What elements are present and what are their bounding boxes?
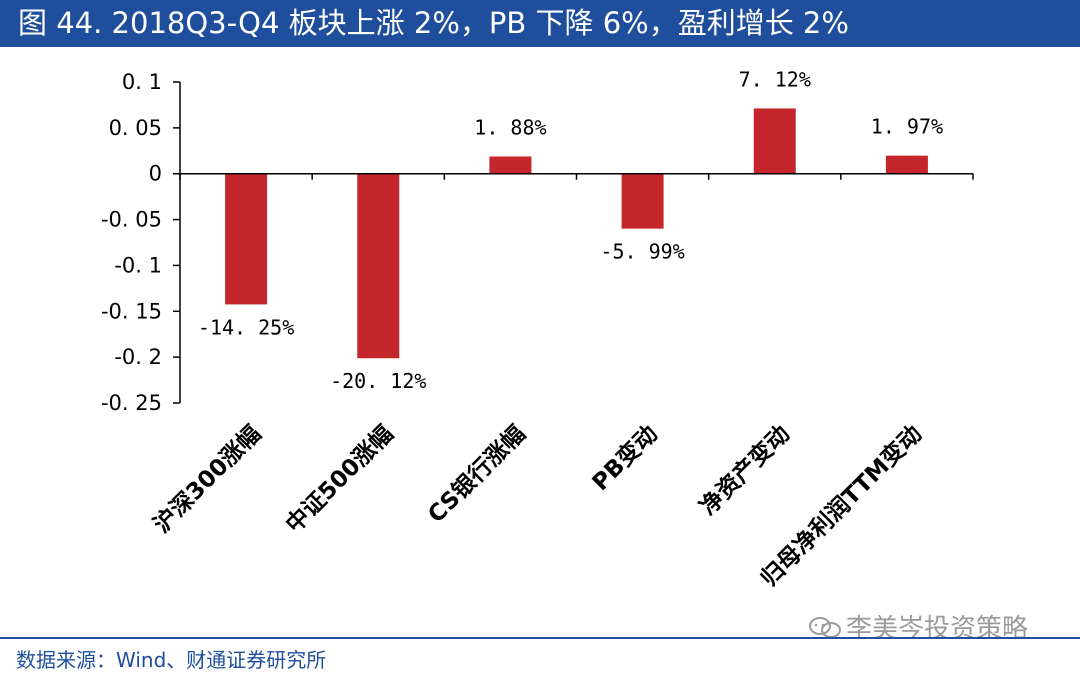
y-tick-label: -0. 2: [114, 345, 162, 369]
wechat-icon: [808, 616, 842, 640]
bar: [753, 108, 796, 174]
category-label: CS银行涨幅: [423, 420, 531, 528]
y-tick-label: 0. 05: [109, 116, 162, 140]
y-tick-label: 0: [149, 162, 162, 186]
category-label: 净资产变动: [695, 420, 795, 520]
bar: [225, 173, 268, 305]
data-label: -14. 25%: [198, 315, 294, 339]
data-label: 1. 88%: [474, 115, 546, 139]
bar: [489, 156, 532, 174]
y-axis: 0. 1 0. 05 0 -0. 05 -0. 1 -0. 15 -0. 2 -0. 25: [101, 70, 181, 415]
data-labels: -14. 25% -20. 12% 1. 88% -5. 99% 7. 12% 1. 97…: [198, 67, 943, 393]
y-tick-label: -0. 1: [114, 253, 162, 277]
watermark-text: 李美岑投资策略: [846, 614, 1029, 644]
bar: [357, 173, 400, 359]
figure-title: 图 44. 2018Q3-Q4 板块上涨 2%，PB 下降 6%，盈利增长 2%: [0, 0, 1080, 47]
y-tick-label: -0. 05: [101, 208, 162, 232]
data-label: -5. 99%: [600, 240, 684, 264]
bar: [621, 173, 664, 229]
category-label: 沪深300涨幅: [148, 420, 266, 538]
y-tick-label: -0. 25: [101, 391, 162, 415]
bar-chart: 0. 1 0. 05 0 -0. 05 -0. 1 -0. 15 -0. 2 -0. 25 -…: [101, 67, 974, 592]
y-tick-label: 0. 1: [122, 70, 162, 94]
x-axis: [179, 172, 974, 180]
data-label: 7. 12%: [739, 67, 811, 91]
y-tick-label: -0. 15: [101, 299, 162, 323]
data-label: 1. 97%: [871, 115, 943, 139]
bar: [885, 155, 928, 174]
watermark: 李美岑投资策略: [808, 608, 1028, 645]
category-label: 中证500涨幅: [281, 421, 398, 538]
data-label: -20. 12%: [330, 369, 426, 393]
bars: [225, 108, 928, 359]
source-note: 数据来源：Wind、财通证券研究所: [16, 648, 327, 672]
divider: [0, 637, 1080, 639]
category-label: PB变动: [587, 420, 663, 496]
